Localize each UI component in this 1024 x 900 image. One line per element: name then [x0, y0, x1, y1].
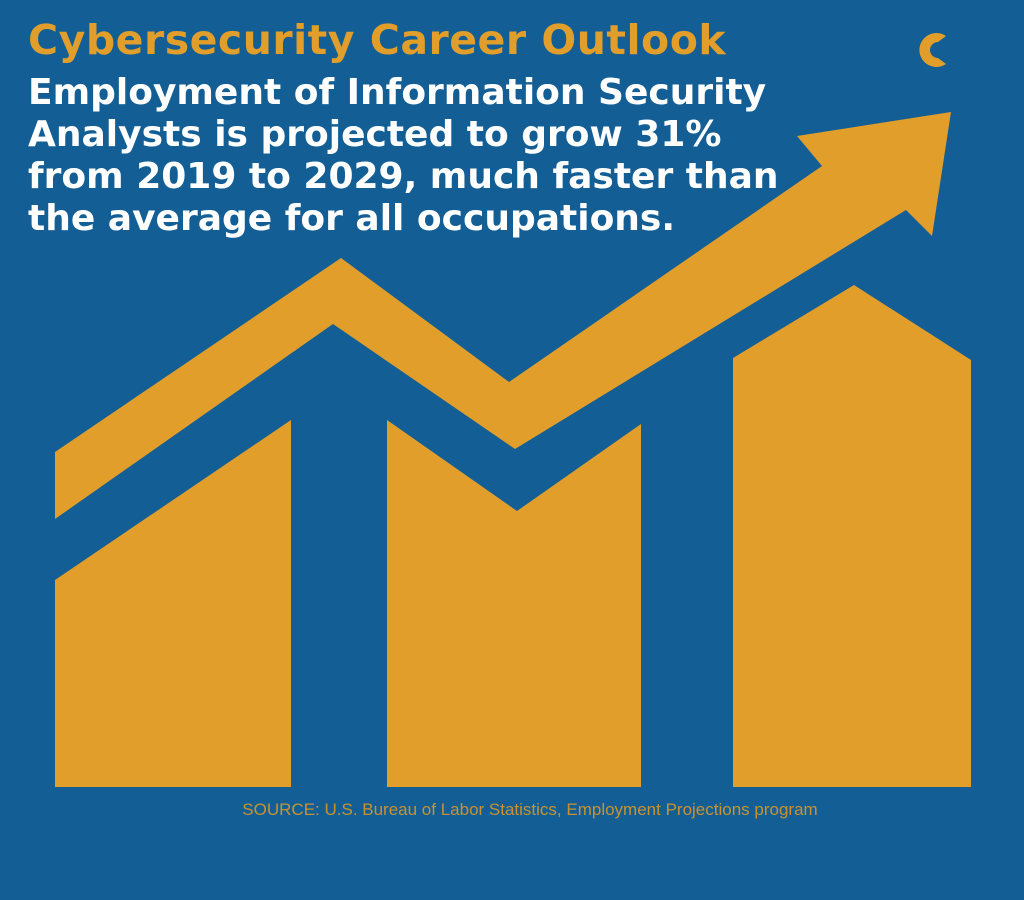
headline-line: the average for all occupations.: [28, 198, 676, 239]
bar-left: [55, 420, 291, 787]
bar-middle: [387, 420, 641, 787]
headline-line: Analysts is projected to grow 31%: [28, 114, 722, 155]
trend-arrow: [55, 112, 951, 519]
headline-line: from 2019 to 2029, much faster than: [28, 156, 779, 197]
headline-line: Employment of Information Security: [28, 72, 767, 113]
page-title: Cybersecurity Career Outlook: [28, 16, 727, 64]
logo-inner-c: [919, 33, 946, 67]
headline-statement: Employment of Information Security Analy…: [28, 72, 868, 240]
crescent-c-logo-icon: [888, 12, 946, 89]
bar-right: [733, 285, 971, 787]
source-citation: SOURCE: U.S. Bureau of Labor Statistics,…: [242, 800, 818, 819]
